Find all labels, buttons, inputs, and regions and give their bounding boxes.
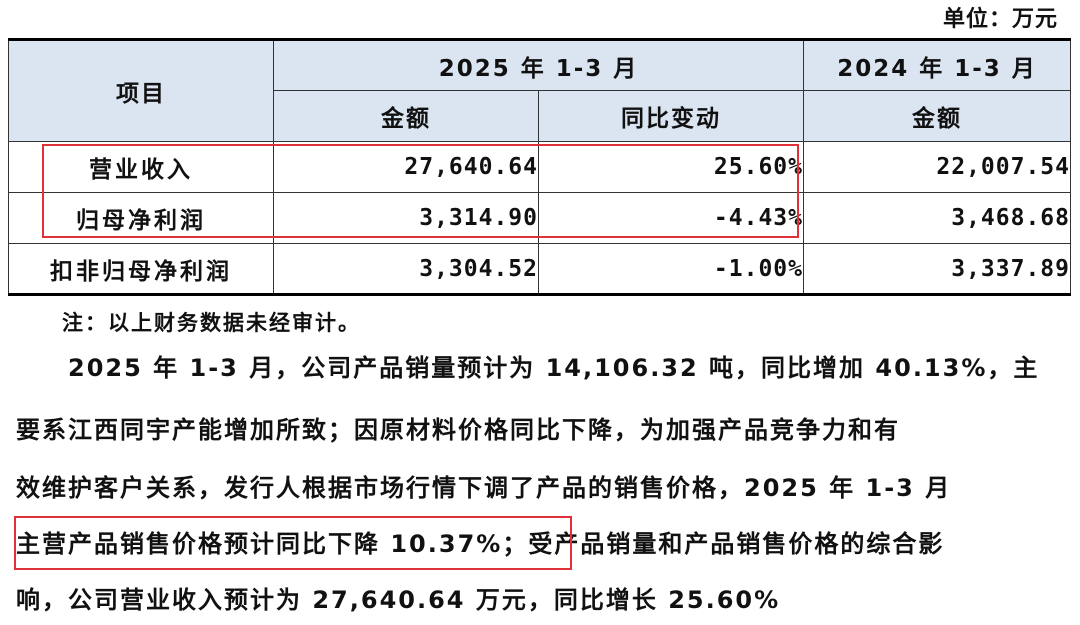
footnote: 注：以上财务数据未经审计。 [62, 311, 361, 335]
paragraph-line: 要系江西同宇产能增加所致；因原材料价格同比下降，为加强产品竞争力和有 [16, 416, 900, 444]
header-period-2025: 2025 年 1-3 月 [273, 38, 804, 91]
table-header-row-2: 金额 同比变动 金额 [9, 90, 1071, 142]
row-amount-2024: 3,468.68 [803, 192, 1071, 244]
financial-table: 项目 2025 年 1-3 月 2024 年 1-3 月 金额 同比变动 金额 … [8, 38, 1071, 296]
table-row: 扣非归母净利润 3,304.52 -1.00% 3,337.89 [8, 243, 1071, 296]
highlighted-text: 主营产品销售价格预计同比下降 10.37%； [16, 530, 529, 558]
header-item: 项目 [8, 38, 274, 142]
row-amount-2024: 22,007.54 [803, 141, 1071, 193]
row-label: 归母净利润 [8, 192, 274, 244]
row-amount-2025: 3,304.52 [273, 243, 539, 296]
row-amount-2025: 27,640.64 [273, 141, 539, 193]
row-label: 扣非归母净利润 [8, 243, 274, 296]
row-label: 营业收入 [8, 141, 274, 193]
paragraph-line: 效维护客户关系，发行人根据市场行情下调了产品的销售价格，2025 年 1-3 月 [16, 474, 952, 502]
paragraph-text: 受产品销量和产品销售价格的综合影 [528, 530, 945, 558]
row-yoy: 25.60% [538, 141, 804, 193]
row-yoy: -4.43% [538, 192, 804, 244]
unit-label: 单位：万元 [942, 7, 1058, 32]
header-amount-2025: 金额 [273, 90, 539, 142]
paragraph-line: 主营产品销售价格预计同比下降 10.37%；受产品销量和产品销售价格的综合影 [16, 528, 1072, 560]
table-header-row-1: 项目 2025 年 1-3 月 2024 年 1-3 月 [8, 38, 1071, 142]
row-amount-2025: 3,314.90 [273, 192, 539, 244]
table-row: 归母净利润 3,314.90 -4.43% 3,468.68 [8, 192, 1071, 244]
row-yoy: -1.00% [538, 243, 804, 296]
paragraph-line: 响，公司营业收入预计为 27,640.64 万元，同比增长 25.60% [16, 586, 781, 614]
row-amount-2024: 3,337.89 [803, 243, 1071, 296]
table-row: 营业收入 27,640.64 25.60% 22,007.54 [8, 141, 1071, 193]
header-yoy: 同比变动 [538, 90, 804, 142]
paragraph-line: 2025 年 1-3 月，公司产品销量预计为 14,106.32 吨，同比增加 … [68, 354, 1040, 382]
header-amount-2024: 金额 [803, 90, 1071, 142]
header-period-2024: 2024 年 1-3 月 [803, 38, 1071, 91]
